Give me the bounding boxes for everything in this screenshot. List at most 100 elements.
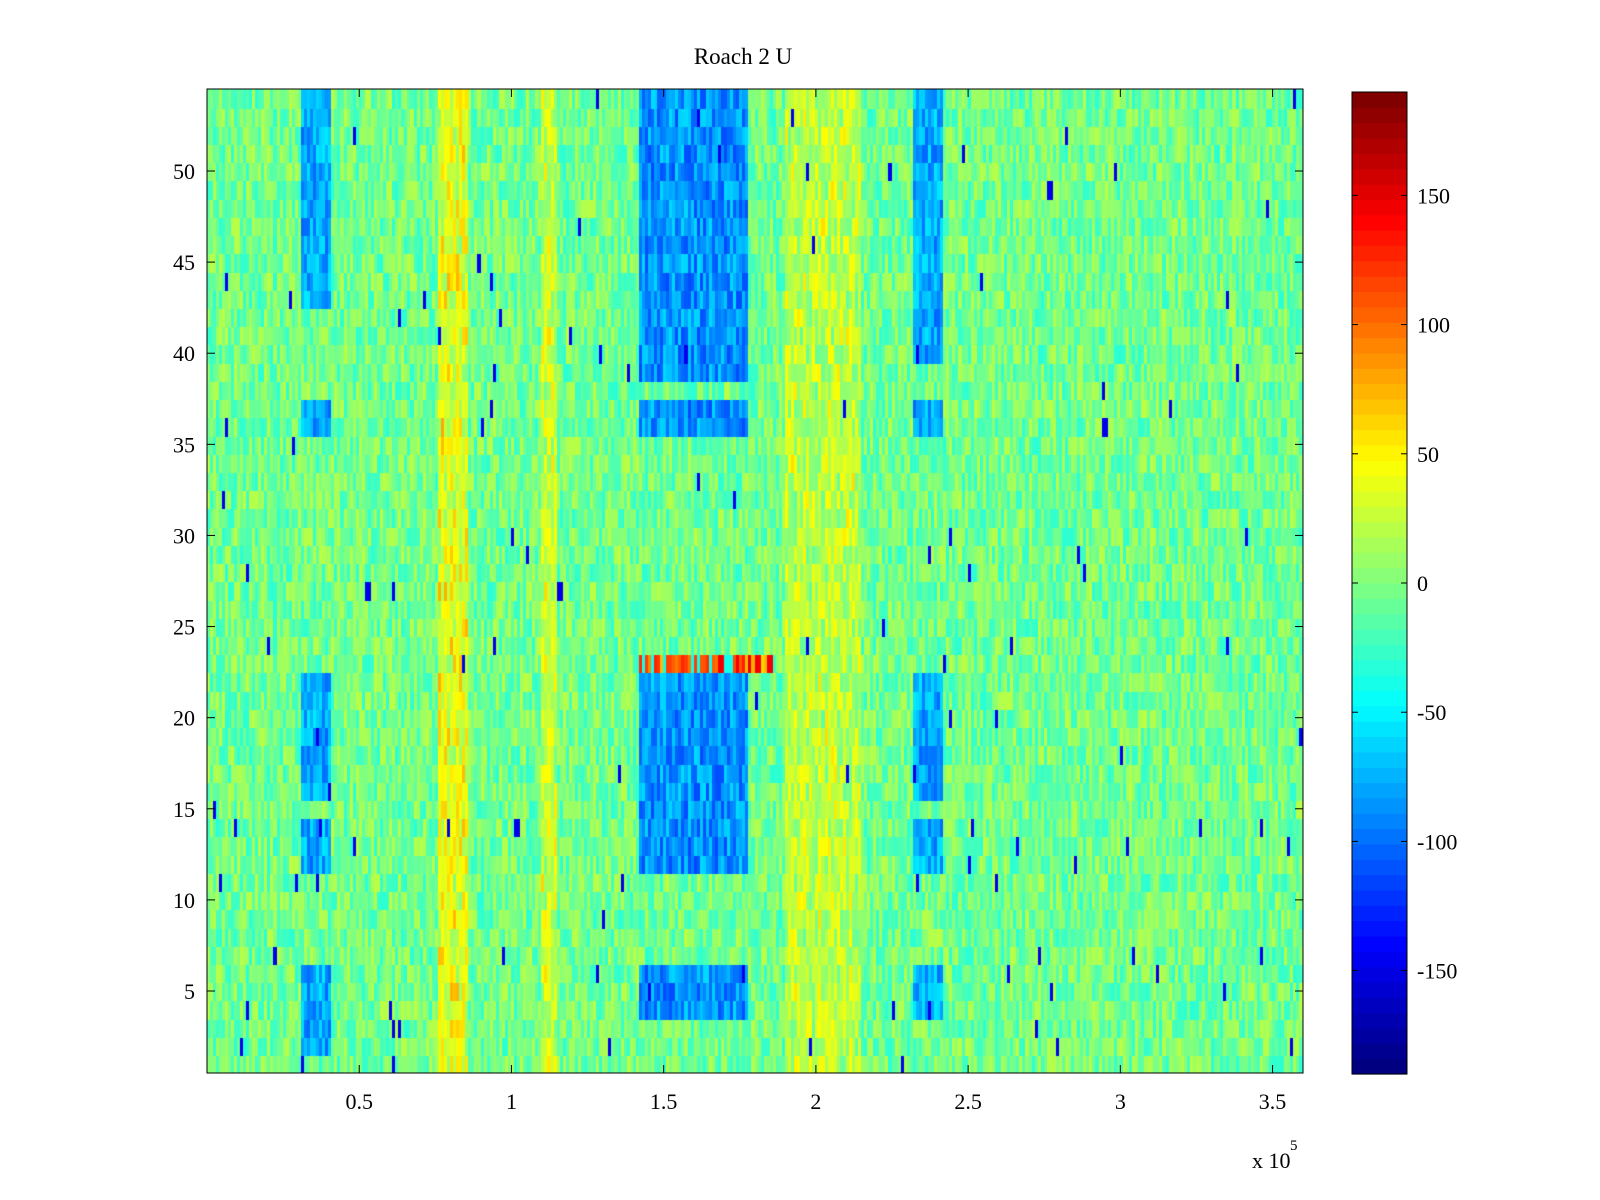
colorbar-swatch — [1352, 429, 1407, 446]
colorbar-swatch — [1352, 583, 1407, 599]
y-tick-label: 5 — [184, 979, 195, 1004]
colorbar-swatch — [1352, 475, 1407, 492]
colorbar-swatch — [1352, 705, 1407, 722]
x-multiplier-base: x 10 — [1252, 1148, 1291, 1173]
colorbar-swatch — [1352, 92, 1407, 108]
colorbar-swatch — [1352, 905, 1407, 922]
x-multiplier-exponent: 5 — [1290, 1138, 1298, 1154]
colorbar-swatch — [1352, 383, 1407, 400]
colorbar-swatch — [1352, 506, 1407, 523]
colorbar-swatch — [1352, 920, 1407, 937]
colorbar-swatch — [1352, 889, 1407, 906]
colorbar-swatch — [1352, 276, 1407, 293]
colorbar-swatch — [1352, 1058, 1407, 1075]
colorbar-swatch — [1352, 368, 1407, 385]
y-tick-label: 15 — [173, 797, 195, 822]
colorbar-swatch — [1352, 782, 1407, 799]
x-axis: 0.5 1 1.5 2 2.5 3 3.5 — [345, 89, 1286, 1114]
colorbar-swatch — [1352, 168, 1407, 185]
colorbar-swatch — [1352, 398, 1407, 415]
y-axis: 5 10 15 20 25 30 35 40 45 50 — [173, 159, 1303, 1004]
colorbar-swatch — [1352, 122, 1407, 139]
colorbar-swatch — [1352, 184, 1407, 201]
colorbar-swatch — [1352, 613, 1407, 630]
x-tick-label: 1.5 — [650, 1089, 678, 1114]
colorbar-tick-label: -100 — [1417, 829, 1457, 854]
y-tick-label: 20 — [173, 706, 195, 731]
colorbar-swatch — [1352, 521, 1407, 538]
colorbar-swatch — [1352, 644, 1407, 661]
colorbar-swatch — [1352, 444, 1407, 461]
chart-title: Roach 2 U — [694, 44, 793, 69]
colorbar-swatch — [1352, 199, 1407, 216]
x-tick-label: 2 — [810, 1089, 821, 1114]
colorbar-swatch — [1352, 813, 1407, 830]
colorbar-swatch — [1352, 951, 1407, 968]
colorbar-tick-label: 100 — [1417, 313, 1450, 338]
colorbar-swatch — [1352, 414, 1407, 431]
colorbar-swatch — [1352, 153, 1407, 170]
y-tick-label: 45 — [173, 250, 195, 275]
colorbar-tick-label: -50 — [1417, 700, 1446, 725]
colorbar-swatch — [1352, 736, 1407, 753]
colorbar-swatch — [1352, 981, 1407, 998]
colorbar-swatch — [1352, 352, 1407, 369]
colorbar-swatch — [1352, 567, 1407, 584]
colorbar-swatch — [1352, 859, 1407, 876]
heatmap — [207, 89, 1303, 1073]
colorbar — [1352, 92, 1407, 1075]
colorbar-swatch — [1352, 1027, 1407, 1044]
y-tick-label: 10 — [173, 888, 195, 913]
colorbar-swatch — [1352, 751, 1407, 768]
colorbar-swatch — [1352, 721, 1407, 738]
colorbar-swatch — [1352, 675, 1407, 692]
colorbar-swatch — [1352, 997, 1407, 1014]
x-tick-label: 2.5 — [954, 1089, 982, 1114]
colorbar-tick-label: 150 — [1417, 183, 1450, 208]
heatmap-cells — [207, 89, 1303, 1073]
colorbar-swatch — [1352, 1012, 1407, 1029]
colorbar-swatch — [1352, 966, 1407, 983]
y-tick-label: 30 — [173, 523, 195, 548]
colorbar-tick-label: 50 — [1417, 442, 1439, 467]
colorbar-swatch — [1352, 230, 1407, 247]
colorbar-swatch — [1352, 291, 1407, 308]
x-tick-label: 0.5 — [345, 1089, 373, 1114]
colorbar-swatch — [1352, 490, 1407, 507]
colorbar-swatch — [1352, 552, 1407, 569]
colorbar-swatch — [1352, 337, 1407, 354]
y-tick-label: 50 — [173, 159, 195, 184]
colorbar-swatch — [1352, 874, 1407, 891]
colorbar-swatch — [1352, 797, 1407, 814]
colorbar-swatch — [1352, 306, 1407, 323]
colorbar-swatch — [1352, 843, 1407, 860]
colorbar-swatch — [1352, 245, 1407, 262]
colorbar-swatch — [1352, 138, 1407, 154]
colorbar-swatch — [1352, 536, 1407, 553]
colorbar-swatch — [1352, 322, 1407, 339]
colorbar-swatch — [1352, 690, 1407, 707]
colorbar-swatch — [1352, 214, 1407, 231]
colorbar-swatch — [1352, 107, 1407, 124]
colorbar-swatch — [1352, 460, 1407, 477]
colorbar-swatch — [1352, 598, 1407, 615]
colorbar-swatch — [1352, 659, 1407, 676]
colorbar-swatch — [1352, 828, 1407, 845]
colorbar-swatch — [1352, 260, 1407, 277]
colorbar-tick-label: -150 — [1417, 959, 1457, 984]
x-tick-label: 1 — [506, 1089, 517, 1114]
y-tick-label: 40 — [173, 341, 195, 366]
colorbar-swatch — [1352, 629, 1407, 645]
colorbar-axis: 150 100 50 0 -50 -100 -150 — [1352, 183, 1457, 984]
colorbar-swatch — [1352, 1043, 1407, 1060]
x-axis-multiplier: x 10 — [1252, 1148, 1291, 1173]
x-tick-label: 3.5 — [1259, 1089, 1287, 1114]
plot-frame — [206, 88, 1304, 1074]
x-tick-label: 3 — [1115, 1089, 1126, 1114]
colorbar-swatch — [1352, 767, 1407, 784]
y-tick-label: 25 — [173, 615, 195, 640]
y-tick-label: 35 — [173, 432, 195, 457]
colorbar-swatch — [1352, 935, 1407, 952]
colorbar-tick-label: 0 — [1417, 571, 1428, 596]
